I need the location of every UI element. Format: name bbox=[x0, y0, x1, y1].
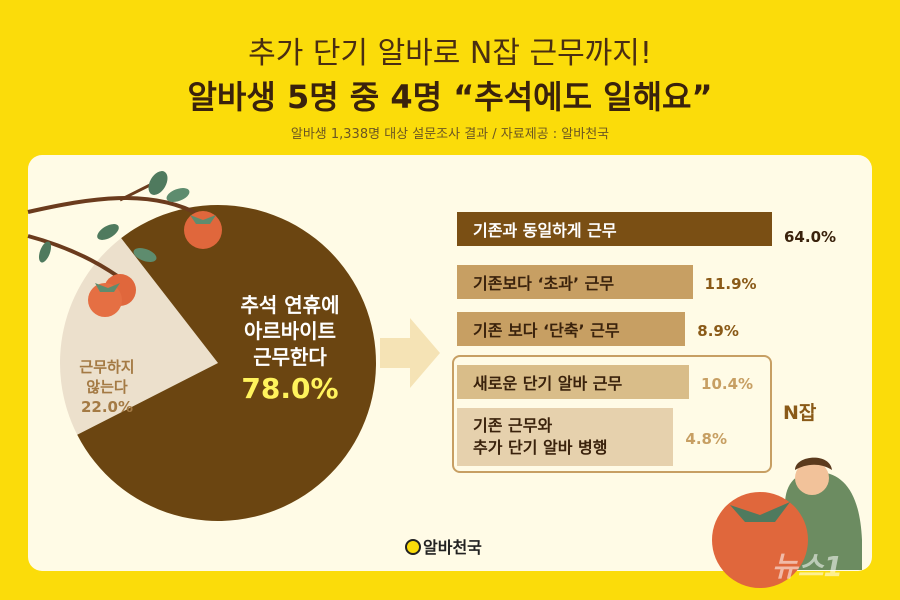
njob-group-label: N잡 bbox=[783, 402, 817, 424]
pie-slice-minor-label: 근무하지 않는다 22.0% bbox=[62, 357, 152, 417]
njob-group-box bbox=[452, 355, 772, 473]
bar-new-shortterm-job: 새로운 단기 알바 근무 bbox=[457, 365, 690, 399]
logo-text: 알바천국 bbox=[423, 538, 482, 557]
bar-reduced-work: 기존 보다 ‘단축’ 근무 bbox=[457, 312, 686, 346]
bar-value: 64.0% bbox=[784, 228, 837, 246]
pie-slice-main bbox=[77, 205, 376, 521]
title-line2: 알바생 5명 중 4명 “추석에도 일해요” bbox=[187, 78, 713, 116]
bar-value: 4.8% bbox=[685, 430, 728, 448]
pie-slice-minor-line: 근무하지 bbox=[79, 358, 135, 376]
news1-watermark: 뉴스1 bbox=[772, 550, 844, 583]
bar-value: 10.4% bbox=[701, 375, 754, 393]
pie-slice-main-label: 추석 연휴에 아르바이트 근무한다 78.0% bbox=[205, 292, 375, 405]
arrow-icon bbox=[380, 318, 440, 388]
subtitle: 알바생 1,338명 대상 설문조사 결과 / 자료제공 : 알바천국 bbox=[290, 127, 610, 142]
albacheonguk-logo: 알바천국 bbox=[405, 534, 482, 558]
bar-parallel-job: 기존 근무와 추가 단기 알바 병행 bbox=[457, 408, 674, 466]
bar-label: 새로운 단기 알바 근무 bbox=[473, 374, 623, 393]
character-illustration bbox=[712, 457, 862, 588]
branch-illustration bbox=[27, 171, 222, 317]
pie-slice-minor-value: 22.0% bbox=[80, 398, 134, 416]
bar-value: 11.9% bbox=[704, 275, 757, 293]
bee-icon bbox=[405, 539, 421, 555]
bar-overtime-work: 기존보다 ‘초과’ 근무 bbox=[457, 265, 693, 299]
pie-slice-main-line: 근무한다 bbox=[253, 345, 327, 369]
pie-slice-main-value: 78.0% bbox=[241, 372, 339, 405]
bar-label: 기존과 동일하게 근무 bbox=[473, 221, 617, 240]
bar-label: 추가 단기 알바 병행 bbox=[473, 438, 608, 457]
bar-label: 기존보다 ‘초과’ 근무 bbox=[473, 274, 615, 293]
pie-slice-main-line: 아르바이트 bbox=[244, 319, 336, 343]
bar-label: 기존 근무와 bbox=[473, 416, 553, 435]
pie-slice-main-line: 추석 연휴에 bbox=[240, 293, 340, 317]
title-line1: 추가 단기 알바로 N잡 근무까지! bbox=[248, 36, 652, 71]
pie-slice-minor-line: 않는다 bbox=[86, 378, 128, 396]
bar-same-work: 기존과 동일하게 근무 bbox=[457, 212, 772, 246]
bar-label: 기존 보다 ‘단축’ 근무 bbox=[473, 321, 620, 340]
bar-value: 8.9% bbox=[697, 322, 739, 340]
